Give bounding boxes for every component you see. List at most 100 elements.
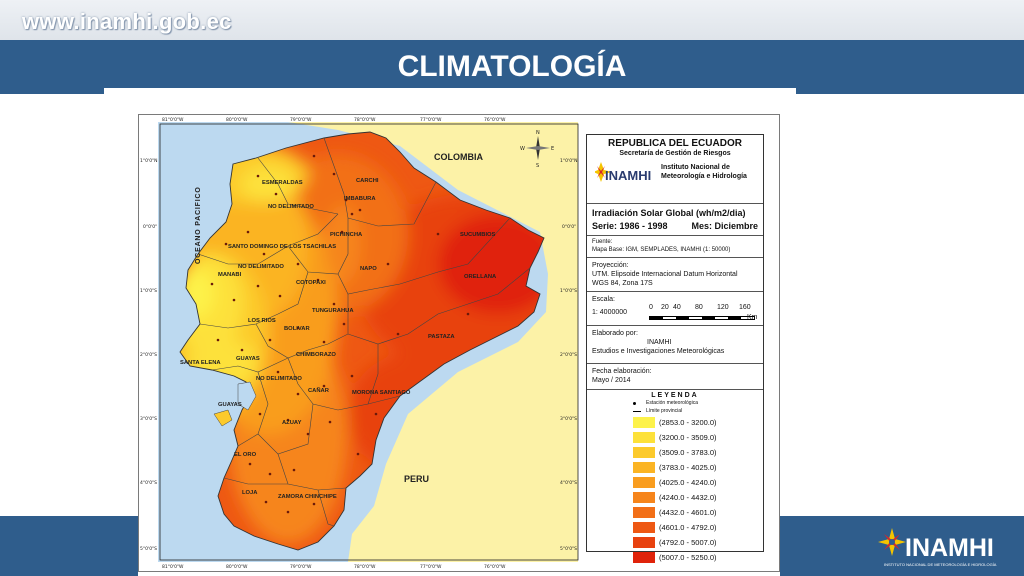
made-by-dept: Estudios e Investigaciones Meteorológica… [592, 348, 725, 355]
legend-class-label: (4432.0 - 4601.0) [659, 508, 717, 517]
left-tick-label: 5°0'0"S [140, 546, 157, 552]
station-dots [210, 154, 470, 514]
right-tick-label: 3°0'0"S [560, 416, 577, 422]
neighbor-countries [288, 122, 578, 562]
legend-swatch [633, 462, 655, 473]
legend-class-row: (4432.0 - 4601.0) [587, 505, 763, 520]
top-tick-label: 78°0'0"W [354, 117, 376, 123]
inamhi-logo-word: INAMHI [605, 168, 652, 183]
right-tick-label: 0°0'0" [562, 224, 576, 230]
legend-class-row: (3783.0 - 4025.0) [587, 460, 763, 475]
province-label: LOJA [242, 490, 258, 496]
province-label: NO DELIMITADO [256, 376, 302, 382]
institute-name: Instituto Nacional de Meteorología e Hid… [661, 163, 763, 181]
made-by-label: Elaborado por: [592, 330, 638, 337]
series-range: Serie: 1986 - 1998 [592, 221, 668, 231]
ocean-label: OCEANO PACIFICO [195, 186, 202, 264]
legend-swatch [633, 417, 655, 428]
source-section: Fuente: Mapa Base: IGM, SEMPLADES, INAMH… [587, 236, 763, 258]
top-tick-label: 79°0'0"W [290, 117, 312, 123]
right-tick-label: 4°0'0"S [560, 480, 577, 486]
legend-class-label: (4792.0 - 5007.0) [659, 538, 717, 547]
legend-station-label: Estación meteorológica [646, 400, 698, 406]
scale-value: 1: 4000000 [592, 309, 628, 316]
top-tick-label: 81°0'0"W [162, 117, 184, 123]
right-tick-label: 1°0'0"N [560, 158, 578, 164]
footer-bar-left [0, 516, 138, 576]
station-marker-icon [633, 401, 636, 405]
projection-line-2: WGS 84, Zona 17S [592, 280, 653, 287]
projection-line-1: UTM. Elipsoide Internacional Datum Horiz… [592, 271, 738, 278]
bottom-tick-label: 76°0'0"W [484, 564, 506, 570]
legend-class-label: (4601.0 - 4792.0) [659, 523, 717, 532]
scale-tick: 20 [661, 304, 669, 311]
boundary-line-icon [633, 410, 641, 412]
svg-text:S: S [536, 163, 539, 169]
scale-tick: 120 [717, 304, 729, 311]
scale-unit: Km [747, 314, 758, 321]
secretariat-name: Secretaría de Gestión de Riesgos [619, 150, 731, 157]
top-banner [0, 0, 1024, 40]
bottom-tick-label: 78°0'0"W [354, 564, 376, 570]
province-label: NAPO [360, 266, 377, 272]
top-tick-label: 77°0'0"W [420, 117, 442, 123]
province-label: MORONA SANTIAGO [352, 390, 411, 396]
province-label: CAÑAR [308, 387, 330, 394]
legend-class-row: (4025.0 - 4240.0) [587, 475, 763, 490]
legend-station-entry: Estación meteorológica [587, 399, 763, 407]
province-label: ZAMORA CHINCHIPE [278, 494, 337, 500]
scale-tick: 40 [673, 304, 681, 311]
province-label: PICHINCHA [330, 232, 363, 238]
province-label: GUAYAS [218, 402, 242, 408]
legend-boundary-entry: Límite provincial [587, 407, 763, 415]
legend-swatch [633, 522, 655, 533]
source-label: Fuente: [592, 239, 613, 245]
province-label: ESMERALDAS [262, 180, 303, 186]
left-tick-label: 0°0'0" [143, 224, 157, 230]
legend-class-row: (5007.0 - 5250.0) [587, 550, 763, 565]
country-label-colombia: COLOMBIA [434, 152, 483, 162]
province-label: MANABI [218, 272, 242, 278]
source-text: Mapa Base: IGM, SEMPLADES, INAMHI (1: 50… [592, 247, 731, 253]
legend-class-row: (3200.0 - 3509.0) [587, 430, 763, 445]
left-tick-label: 4°0'0"S [140, 480, 157, 486]
gulf-inlet [237, 381, 257, 411]
top-tick-label: 76°0'0"W [484, 117, 506, 123]
province-label: SUCUMBIOS [460, 232, 496, 238]
institute-line-1: Instituto Nacional de [661, 164, 730, 171]
scale-bar [649, 316, 755, 320]
province-label: BOLIVAR [284, 326, 310, 332]
made-by-org: INAMHI [647, 339, 672, 346]
legend-class-label: (4025.0 - 4240.0) [659, 478, 717, 487]
month-label: Mes: Diciembre [691, 221, 758, 231]
bottom-tick-label: 79°0'0"W [290, 564, 312, 570]
republic-title: REPUBLICA DEL ECUADOR [608, 138, 742, 149]
scale-label: Escala: [592, 296, 615, 303]
legend-class-label: (2853.0 - 3200.0) [659, 418, 717, 427]
date-label: Fecha elaboración: [592, 368, 652, 375]
province-label: SANTA ELENA [180, 360, 221, 366]
legend-class-row: (2853.0 - 3200.0) [587, 415, 763, 430]
variable-title: Irradiación Solar Global (wh/m2/dia) [592, 208, 746, 218]
north-arrow-icon: N W E S [520, 130, 554, 169]
province-label: ORELLANA [464, 274, 497, 280]
right-tick-label: 1°0'0"S [560, 288, 577, 294]
legend-class-label: (4240.0 - 4432.0) [659, 493, 717, 502]
legend-swatch [633, 507, 655, 518]
left-tick-label: 3°0'0"S [140, 416, 157, 422]
legend-class-row: (3509.0 - 3783.0) [587, 445, 763, 460]
bottom-tick-label: 80°0'0"W [226, 564, 248, 570]
legend-class-label: (3200.0 - 3509.0) [659, 433, 717, 442]
legend-class-label: (3509.0 - 3783.0) [659, 448, 717, 457]
legend-class-row: (4601.0 - 4792.0) [587, 520, 763, 535]
left-tick-label: 2°0'0"S [140, 352, 157, 358]
legend-swatch [633, 552, 655, 563]
bottom-tick-label: 81°0'0"W [162, 564, 184, 570]
bottom-tick-label: 77°0'0"W [420, 564, 442, 570]
legend-class-row: (4792.0 - 5007.0) [587, 535, 763, 550]
province-label: EL ORO [234, 452, 257, 458]
legend-swatch [633, 432, 655, 443]
variable-section: Irradiación Solar Global (wh/m2/dia) Ser… [587, 204, 763, 236]
scale-tick: 160 [739, 304, 751, 311]
map-graticule-frame [159, 123, 579, 561]
